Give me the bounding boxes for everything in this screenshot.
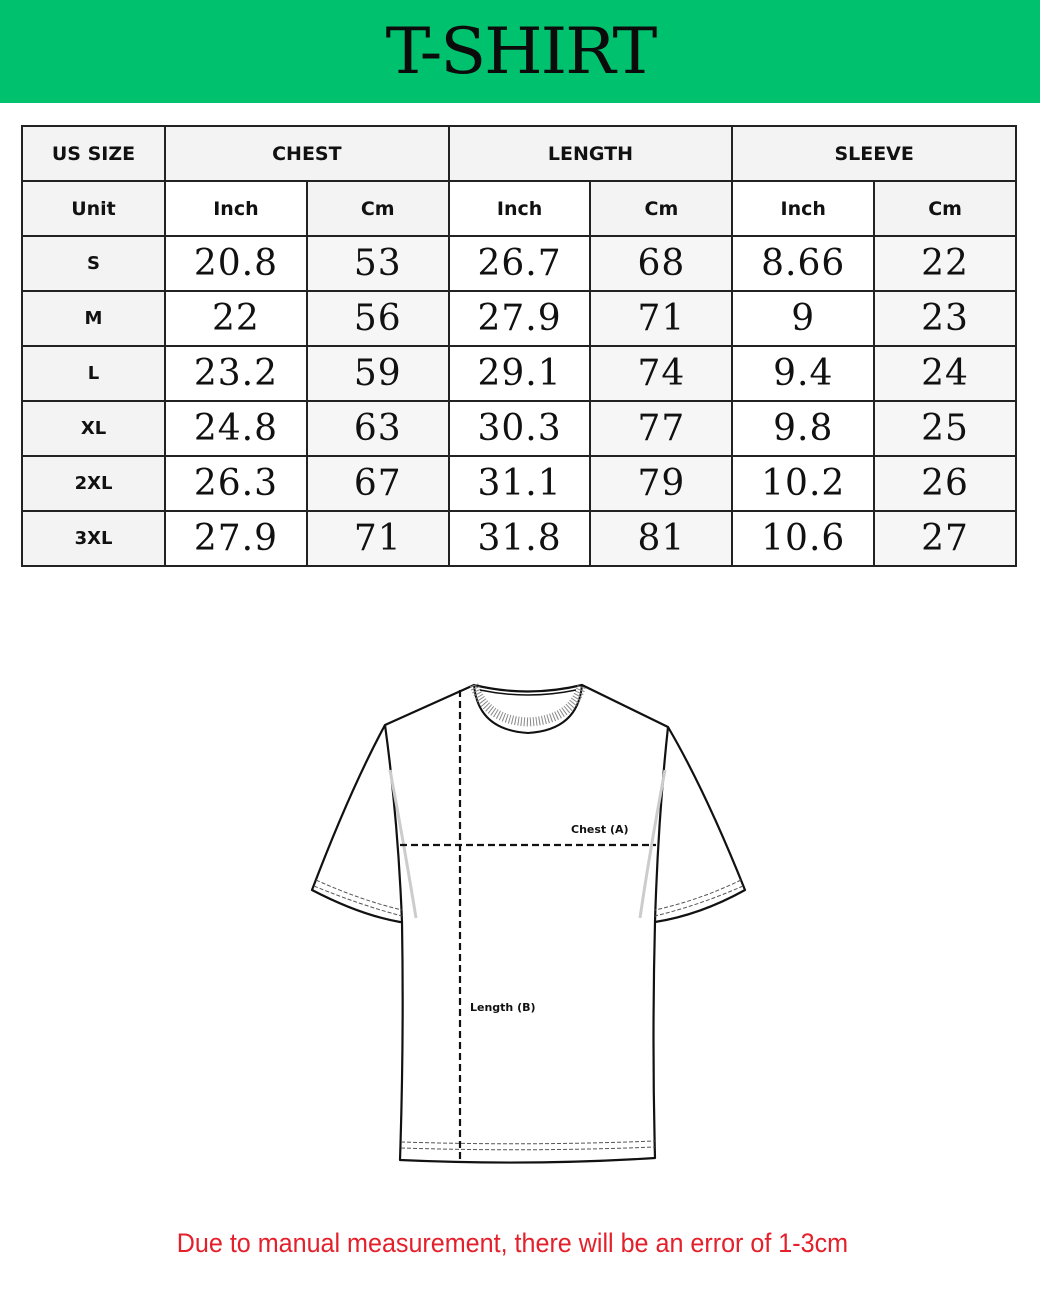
- value-cell: 30.3: [447, 400, 592, 457]
- value-cell: 26.3: [164, 455, 308, 512]
- value-cell: 9.4: [731, 345, 876, 402]
- value-cell: 24: [873, 345, 1017, 402]
- size-cell: L: [21, 345, 166, 402]
- value-cell: 9: [731, 290, 876, 347]
- value-cell: 81: [589, 510, 734, 567]
- value-cell: 22: [164, 290, 308, 347]
- value-cell: 20.8: [164, 235, 308, 292]
- page-title: T-SHIRT: [385, 14, 657, 89]
- size-cell: M: [21, 290, 166, 347]
- measurement-note: Due to manual measurement, there will be…: [176, 1228, 849, 1258]
- header-us-size: US SIZE: [21, 125, 166, 182]
- header-chest: CHEST: [164, 125, 450, 182]
- value-cell: 53: [305, 235, 450, 292]
- value-cell: 59: [305, 345, 450, 402]
- value-cell: 22: [873, 235, 1017, 292]
- value-cell: 56: [305, 290, 450, 347]
- unit-cell: Cm: [873, 180, 1017, 237]
- unit-row: Unit Inch Cm Inch Cm Inch Cm: [21, 180, 1017, 237]
- value-cell: 9.8: [731, 400, 876, 457]
- value-cell: 74: [589, 345, 734, 402]
- table-row: M 22 56 27.9 71 9 23: [21, 290, 1017, 347]
- size-table: US SIZE CHEST LENGTH SLEEVE Unit Inch Cm…: [21, 125, 1017, 567]
- chest-label: Chest (A): [571, 823, 629, 836]
- value-cell: 79: [589, 455, 734, 512]
- value-cell: 10.2: [731, 455, 876, 512]
- collar-ribbing: [469, 683, 587, 735]
- value-cell: 8.66: [731, 235, 876, 292]
- unit-cell: Inch: [731, 180, 876, 237]
- value-cell: 26: [873, 455, 1017, 512]
- value-cell: 27.9: [164, 510, 308, 567]
- unit-label: Unit: [21, 180, 166, 237]
- value-cell: 27: [873, 510, 1017, 567]
- table-row: XL 24.8 63 30.3 77 9.8 25: [21, 400, 1017, 457]
- value-cell: 31.8: [447, 510, 592, 567]
- value-cell: 29.1: [447, 345, 592, 402]
- value-cell: 63: [305, 400, 450, 457]
- unit-cell: Cm: [305, 180, 450, 237]
- title-banner: T-SHIRT: [0, 0, 1040, 103]
- size-cell: 3XL: [21, 510, 166, 567]
- value-cell: 77: [589, 400, 734, 457]
- stitching: [313, 879, 744, 1151]
- table-row: L 23.2 59 29.1 74 9.4 24: [21, 345, 1017, 402]
- value-cell: 71: [305, 510, 450, 567]
- table-row: 2XL 26.3 67 31.1 79 10.2 26: [21, 455, 1017, 512]
- unit-cell: Cm: [589, 180, 734, 237]
- value-cell: 23.2: [164, 345, 308, 402]
- unit-cell: Inch: [447, 180, 592, 237]
- value-cell: 71: [589, 290, 734, 347]
- value-cell: 24.8: [164, 400, 308, 457]
- value-cell: 26.7: [447, 235, 592, 292]
- value-cell: 67: [305, 455, 450, 512]
- size-cell: XL: [21, 400, 166, 457]
- header-length: LENGTH: [447, 125, 734, 182]
- value-cell: 31.1: [447, 455, 592, 512]
- value-cell: 23: [873, 290, 1017, 347]
- value-cell: 25: [873, 400, 1017, 457]
- header-sleeve: SLEEVE: [731, 125, 1017, 182]
- table-row: 3XL 27.9 71 31.8 81 10.6 27: [21, 510, 1017, 567]
- size-cell: S: [21, 235, 166, 292]
- value-cell: 68: [589, 235, 734, 292]
- length-label: Length (B): [470, 1001, 536, 1014]
- unit-cell: Inch: [164, 180, 308, 237]
- header-row: US SIZE CHEST LENGTH SLEEVE: [21, 125, 1017, 182]
- value-cell: 27.9: [447, 290, 592, 347]
- value-cell: 10.6: [731, 510, 876, 567]
- table-row: S 20.8 53 26.7 68 8.66 22: [21, 235, 1017, 292]
- size-cell: 2XL: [21, 455, 166, 512]
- tshirt-outline: [310, 683, 747, 1164]
